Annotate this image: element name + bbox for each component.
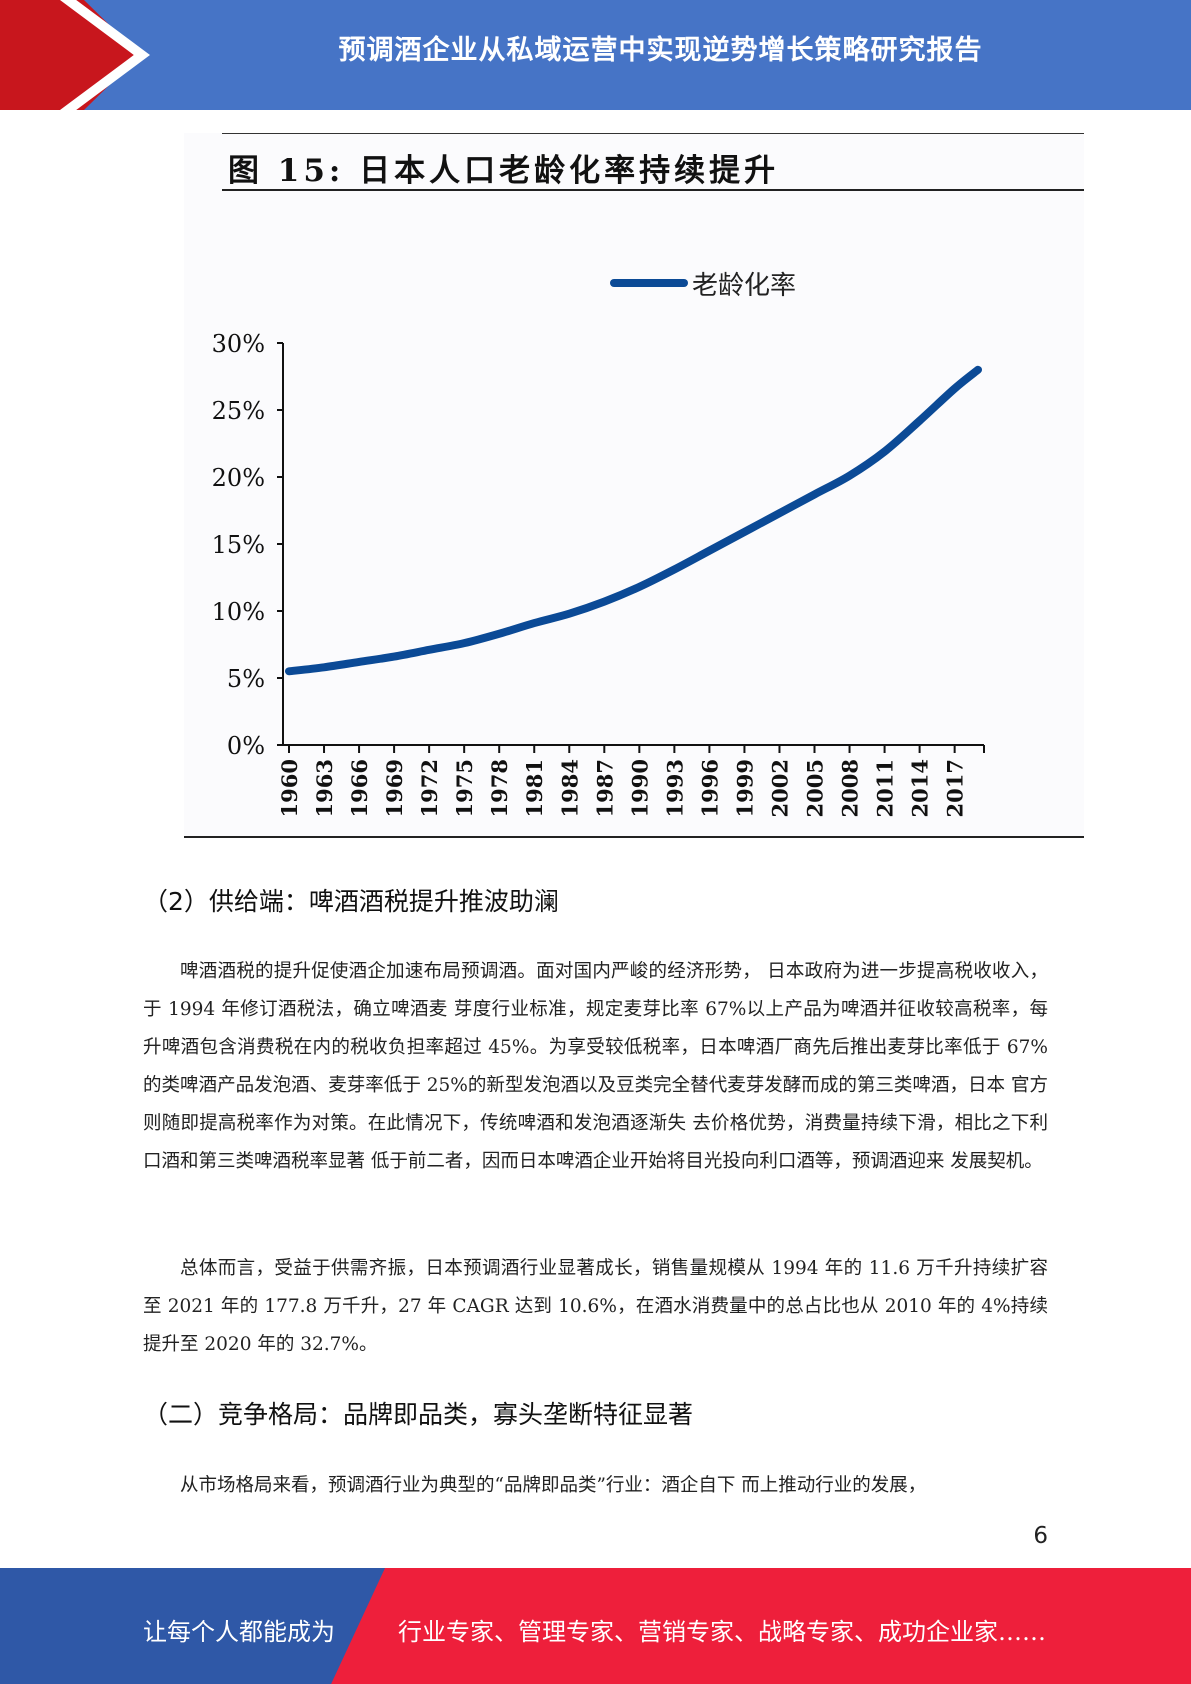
page-number: 6 <box>1033 1523 1048 1549</box>
x-tick-label: 1993 <box>662 759 687 817</box>
x-tick-label: 1999 <box>732 759 757 817</box>
aging-rate-line-chart: 老龄化率 30%25%20%15%10%5%0% 1960 1963 1966 196… <box>212 271 985 817</box>
page-footer: 让每个人都能成为 行业专家、管理专家、营销专家、战略专家、成功企业家…… <box>0 1568 1191 1684</box>
x-tick-label: 1978 <box>487 759 512 817</box>
figure-title: 图 15: 日本人口老龄化率持续提升 <box>228 153 780 189</box>
y-tick-label: 0% <box>227 732 265 760</box>
page-header: 预调酒企业从私域运营中实现逆势增长策略研究报告 <box>0 0 1191 110</box>
y-tick-label: 30% <box>212 330 265 358</box>
x-tick-label: 2011 <box>873 759 898 817</box>
section-heading-supply: （2）供给端：啤酒酒税提升推波助澜 <box>143 887 559 916</box>
footer-slogan-left: 让每个人都能成为 <box>143 1618 335 1646</box>
figure-15: 图 15: 日本人口老龄化率持续提升 老龄化率 30% 25% 20% 15% 10% 5… <box>184 133 1084 838</box>
x-tick-label: 1984 <box>557 759 582 817</box>
y-tick-label: 10% <box>212 598 265 626</box>
y-tick-label: 20% <box>212 464 265 492</box>
x-tick-label: 1960 <box>277 759 302 817</box>
series-line-aging-rate <box>285 365 982 676</box>
x-axis-ticks: 1960 1963 1966 1969 1972 1975 1978 1981 1984 1987… <box>277 745 985 817</box>
x-tick-label: 2008 <box>838 759 863 817</box>
footer-blue-panel <box>0 1568 385 1684</box>
y-tick-label: 15% <box>212 531 265 559</box>
x-tick-label: 2014 <box>908 759 933 817</box>
y-tick-label: 25% <box>212 397 265 425</box>
y-tick-label: 5% <box>227 665 265 693</box>
x-tick-label: 1963 <box>312 759 337 817</box>
x-tick-label: 1981 <box>522 759 547 817</box>
report-title: 预调酒企业从私域运营中实现逆势增长策略研究报告 <box>338 35 983 66</box>
footer-slogan-right: 行业专家、管理专家、营销专家、战略专家、成功企业家…… <box>398 1618 1046 1646</box>
figure-bottom-rule <box>184 836 1084 838</box>
paragraph-beer-tax: 啤酒酒税的提升促使酒企加速布局预调酒。面对国内严峻的经济形势， 日本政府为进一步… <box>143 961 1048 1172</box>
paragraph-summary: 总体而言，受益于供需齐振，日本预调酒行业显著成长，销售量规模从 1994 年的 … <box>143 1258 1048 1355</box>
header-red-arrow <box>0 0 140 110</box>
figure-title-rule <box>222 189 1084 191</box>
x-tick-label: 2017 <box>943 759 968 817</box>
x-tick-label: 2002 <box>767 759 792 817</box>
x-tick-label: 1987 <box>592 759 617 817</box>
legend-label: 老龄化率 <box>692 271 796 301</box>
section-heading-competition: （二）竞争格局：品牌即品类，寡头垄断特征显著 <box>143 1400 694 1429</box>
chart-axes <box>282 343 984 746</box>
x-tick-label: 1969 <box>382 759 407 817</box>
x-tick-label: 1996 <box>697 759 722 817</box>
x-tick-label: 1975 <box>452 759 477 817</box>
chart-legend: 老龄化率 <box>610 271 796 301</box>
x-tick-label: 1972 <box>417 759 442 817</box>
y-axis-ticks: 30% 25% 20% 15% 10% 5% 0% <box>212 330 283 760</box>
x-tick-label: 2005 <box>803 759 828 817</box>
x-tick-label: 1966 <box>347 759 372 817</box>
figure-top-rule <box>222 133 1084 134</box>
paragraph-market-structure: 从市场格局来看，预调酒行业为典型的“品牌即品类”行业：酒企自下 而上推动行业的发… <box>180 1475 927 1496</box>
x-tick-label: 1990 <box>627 759 652 817</box>
